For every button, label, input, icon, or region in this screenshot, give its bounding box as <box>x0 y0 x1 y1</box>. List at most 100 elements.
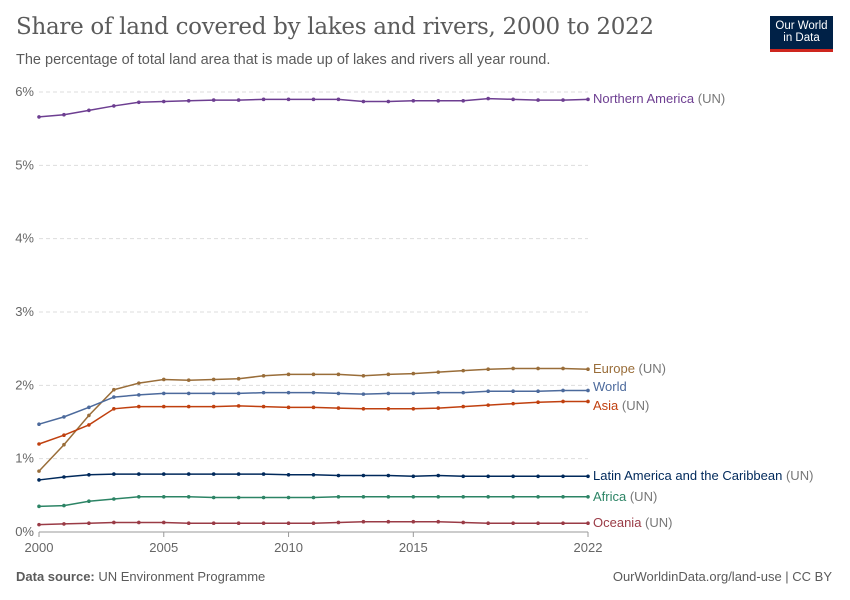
data-point <box>62 503 66 508</box>
data-point <box>137 520 141 525</box>
data-point <box>261 404 266 409</box>
data-point <box>37 522 41 527</box>
data-point <box>311 97 316 102</box>
data-point <box>161 404 166 409</box>
data-point <box>236 404 241 408</box>
data-point <box>411 391 416 396</box>
data-point <box>386 99 391 104</box>
data-point <box>511 521 515 525</box>
series-label[interactable]: Europe (UN) <box>593 361 666 376</box>
data-point <box>62 415 66 419</box>
data-point <box>461 390 466 395</box>
data-point <box>461 474 466 479</box>
data-point <box>561 399 565 404</box>
data-point <box>211 404 216 409</box>
y-tick-label: 6% <box>15 84 34 99</box>
data-point <box>336 372 341 377</box>
data-point <box>211 495 216 500</box>
series-name: Europe <box>593 361 635 376</box>
data-point <box>486 495 490 499</box>
data-point <box>536 474 540 479</box>
data-point <box>87 405 91 410</box>
data-point <box>486 521 490 525</box>
data-point <box>211 472 216 476</box>
data-point <box>37 469 41 473</box>
data-point <box>261 374 266 378</box>
data-point <box>586 367 590 372</box>
data-point <box>211 521 216 525</box>
series-label[interactable]: World <box>593 379 627 394</box>
data-point <box>336 97 341 102</box>
data-point <box>361 392 366 396</box>
x-tick-label: 2005 <box>149 540 178 555</box>
data-point <box>386 519 391 524</box>
data-point <box>486 389 490 394</box>
data-point <box>286 390 291 395</box>
source-link[interactable]: UN Environment Programme <box>98 569 266 584</box>
y-tick-label: 3% <box>15 304 34 319</box>
data-point <box>436 390 441 395</box>
data-point <box>536 366 540 371</box>
data-point <box>586 399 590 404</box>
data-point <box>161 495 166 499</box>
series-suffix: (UN) <box>782 468 813 483</box>
data-point <box>112 472 116 476</box>
credit-link[interactable]: OurWorldinData.org/land-use | CC BY <box>612 569 832 584</box>
data-point <box>286 495 291 500</box>
data-point <box>286 372 291 377</box>
data-point <box>261 472 266 476</box>
data-point <box>511 474 515 479</box>
chart-title: Share of land covered by lakes and river… <box>16 14 654 40</box>
data-point <box>87 473 91 477</box>
data-point <box>137 495 141 499</box>
x-tick-label: 2000 <box>25 540 54 555</box>
data-point <box>511 97 515 102</box>
data-point <box>112 104 116 108</box>
series-label[interactable]: Latin America and the Caribbean (UN) <box>593 468 813 483</box>
data-point <box>336 391 341 396</box>
data-point <box>561 474 565 479</box>
owid-logo[interactable]: Our World in Data <box>770 16 833 52</box>
data-point <box>161 520 166 525</box>
data-point <box>211 391 216 396</box>
data-point <box>361 407 366 411</box>
series-label[interactable]: Oceania (UN) <box>593 515 672 530</box>
data-point <box>561 521 565 525</box>
y-tick-label: 1% <box>15 451 34 466</box>
series-suffix: (UN) <box>635 361 666 376</box>
data-point <box>436 495 441 499</box>
series-label[interactable]: Asia (UN) <box>593 398 649 413</box>
series-name: Africa <box>593 489 627 504</box>
data-point <box>112 387 116 392</box>
y-tick-label: 2% <box>15 377 34 392</box>
data-point <box>536 98 540 102</box>
x-tick-label: 2010 <box>274 540 303 555</box>
series-name: Latin America and the Caribbean <box>593 468 782 483</box>
data-point <box>211 98 216 102</box>
data-point <box>286 473 291 477</box>
data-point <box>536 495 540 499</box>
data-point <box>37 442 41 446</box>
data-point <box>386 407 391 411</box>
data-point <box>161 99 166 104</box>
series-name: Oceania <box>593 515 642 530</box>
data-point <box>411 407 416 411</box>
data-point <box>236 391 241 396</box>
data-point <box>286 521 291 525</box>
data-point <box>37 115 41 119</box>
data-point <box>586 97 590 102</box>
series-label[interactable]: Africa (UN) <box>593 489 657 504</box>
data-point <box>361 519 366 524</box>
data-point <box>137 393 141 397</box>
data-point <box>361 495 366 499</box>
series-label[interactable]: Northern America (UN) <box>593 91 725 106</box>
data-point <box>586 474 590 479</box>
data-point <box>461 99 466 103</box>
logo-text: Our World in Data <box>775 20 828 44</box>
data-point <box>336 520 341 525</box>
data-point <box>311 521 316 525</box>
series-suffix: (UN) <box>618 398 649 413</box>
data-point <box>536 400 540 405</box>
y-tick-label: 0% <box>15 524 34 539</box>
data-point <box>236 495 241 500</box>
